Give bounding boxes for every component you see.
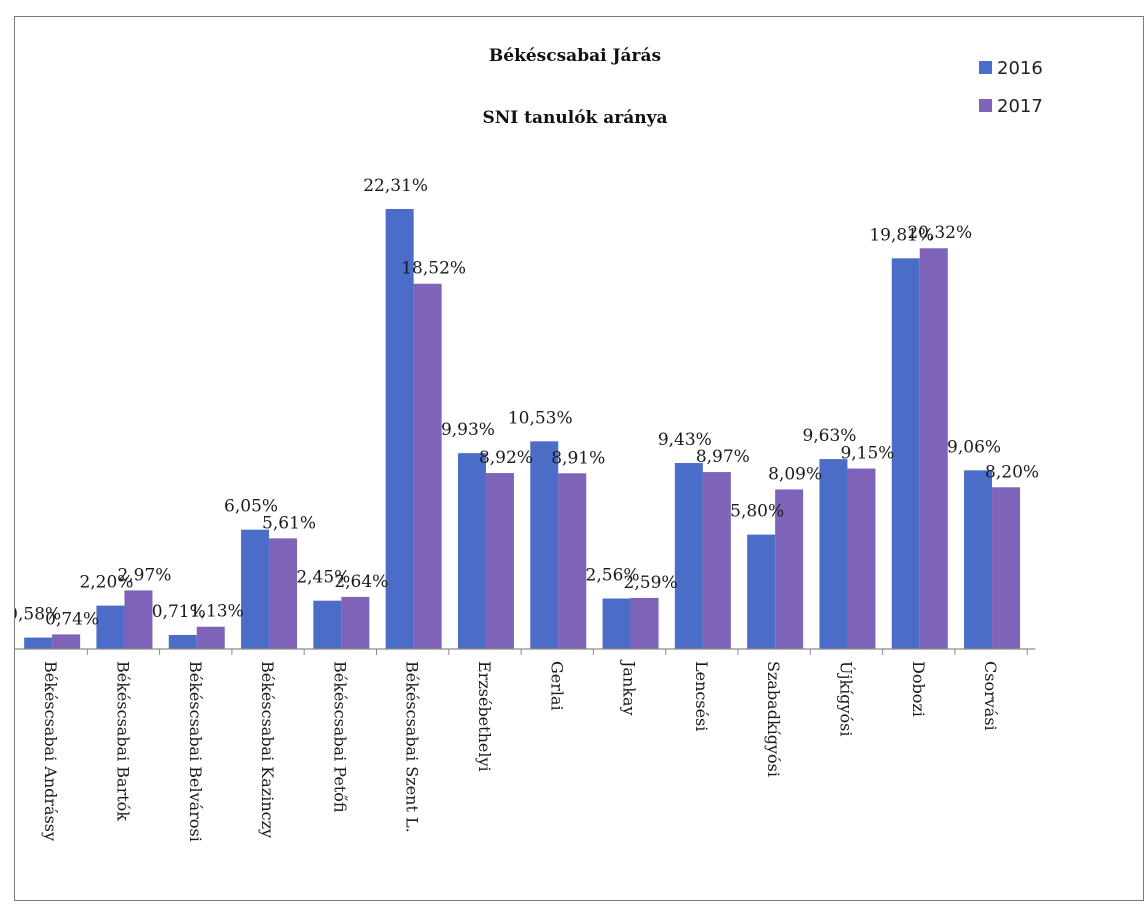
data-label-2017-5: 18,52% [401, 259, 466, 279]
bar-2016-1 [96, 605, 125, 649]
bar-2017-12 [919, 248, 948, 649]
data-label-2017-1: 2,97% [117, 565, 171, 585]
x-axis: Békéscsabai Andrássy Békéscsabai Bartók Bé… [15, 648, 1036, 842]
bar-2017-11 [847, 468, 876, 649]
category-label-9: Lencsési [692, 661, 711, 731]
category-label-0: Békéscsabai Andrássy [41, 661, 60, 841]
data-label-2017-12: 20,32% [907, 223, 972, 243]
data-label-2017-10: 8,09% [768, 464, 822, 484]
data-label-2016-6: 9,93% [441, 420, 495, 440]
data-label-2016-8: 2,56% [586, 566, 640, 586]
chart-subtitle: SNI tanulók aránya [482, 108, 667, 128]
bar-2016-8 [602, 598, 631, 649]
data-label-2017-2: 1,13% [190, 602, 244, 622]
bar-2017-3 [269, 538, 298, 649]
bar-2017-7 [558, 473, 587, 649]
category-label-11: Újkígyósi [836, 661, 856, 737]
bar-2017-8 [630, 597, 659, 649]
bar-2016-3 [241, 529, 270, 649]
bar-2016-11 [819, 459, 848, 649]
chart-frame: Békéscsabai Járás SNI tanulók aránya 201… [14, 16, 1144, 901]
category-label-6: Erzsébethelyi [475, 661, 494, 772]
data-label-2016-12: 19,81% [869, 225, 934, 245]
bar-2016-0 [24, 637, 53, 649]
bar-2017-0 [52, 634, 81, 649]
legend-label-2016: 2016 [997, 58, 1043, 79]
legend-swatch-2017 [979, 99, 992, 112]
bar-2016-10 [747, 534, 776, 649]
data-label-2016-0: 0,58% [15, 605, 61, 625]
data-label-2017-7: 8,91% [551, 448, 605, 468]
bar-2016-2 [168, 634, 197, 649]
category-label-13: Csorvási [981, 661, 1000, 731]
data-label-2016-11: 9,63% [802, 426, 856, 446]
bar-2016-5 [385, 209, 414, 649]
bar-2016-13 [964, 470, 993, 649]
data-label-2017-6: 8,92% [479, 448, 533, 468]
data-label-2017-0: 0,74% [45, 609, 99, 629]
category-label-1: Békéscsabai Bartók [113, 661, 132, 821]
data-label-2016-9: 9,43% [658, 430, 712, 450]
category-label-5: Békéscsabai Szent L. [403, 661, 422, 833]
bar-2016-4 [313, 600, 342, 649]
data-label-2016-2: 0,71% [152, 602, 206, 622]
bar-2017-2 [196, 626, 225, 649]
bar-2017-13 [992, 487, 1021, 649]
bar-2017-6 [485, 473, 514, 649]
data-label-2016-7: 10,53% [508, 408, 573, 428]
data-label-2017-9: 8,97% [696, 447, 750, 467]
category-label-4: Békéscsabai Petőfi [330, 661, 349, 813]
bar-2016-6 [457, 453, 486, 649]
category-label-3: Békéscsabai Kazinczy [258, 661, 277, 838]
data-label-2017-4: 2,64% [334, 572, 388, 592]
data-label-2016-4: 2,45% [296, 568, 350, 588]
bar-2017-10 [775, 489, 804, 649]
data-label-2016-5: 22,31% [363, 176, 428, 196]
category-label-10: Szabadkígyósi [764, 661, 783, 777]
data-label-2017-8: 2,59% [624, 573, 678, 593]
category-label-7: Gerlai [547, 661, 566, 711]
bar-2017-9 [702, 472, 731, 649]
legend-swatch-2016 [979, 61, 992, 74]
data-label-2016-13: 9,06% [947, 437, 1001, 457]
bar-2017-4 [341, 596, 370, 649]
category-label-2: Békéscsabai Belvárosi [186, 661, 205, 842]
data-label-2017-11: 9,15% [840, 444, 894, 464]
chart-title: Békéscsabai Járás [489, 46, 661, 66]
bars-layer [24, 209, 1021, 649]
data-label-2016-1: 2,20% [79, 573, 133, 593]
data-label-2016-10: 5,80% [730, 502, 784, 522]
bar-2016-7 [530, 441, 559, 649]
legend-label-2017: 2017 [997, 96, 1043, 117]
category-label-12: Dobozi [909, 661, 928, 717]
data-label-2016-3: 6,05% [224, 497, 278, 517]
category-label-8: Jankay [620, 659, 639, 716]
data-label-2017-3: 5,61% [262, 513, 316, 533]
data-labels-layer: 0,58%0,74% 2,20%2,97% 0,71%1,13% 6,05%5,61%… [15, 176, 1039, 629]
bar-2017-1 [124, 590, 153, 649]
bar-2016-12 [891, 258, 920, 649]
chart-svg: Békéscsabai Járás SNI tanulók aránya 201… [15, 46, 1043, 842]
bar-2017-5 [413, 283, 442, 649]
data-label-2017-13: 8,20% [985, 462, 1039, 482]
bar-2016-9 [674, 463, 703, 649]
